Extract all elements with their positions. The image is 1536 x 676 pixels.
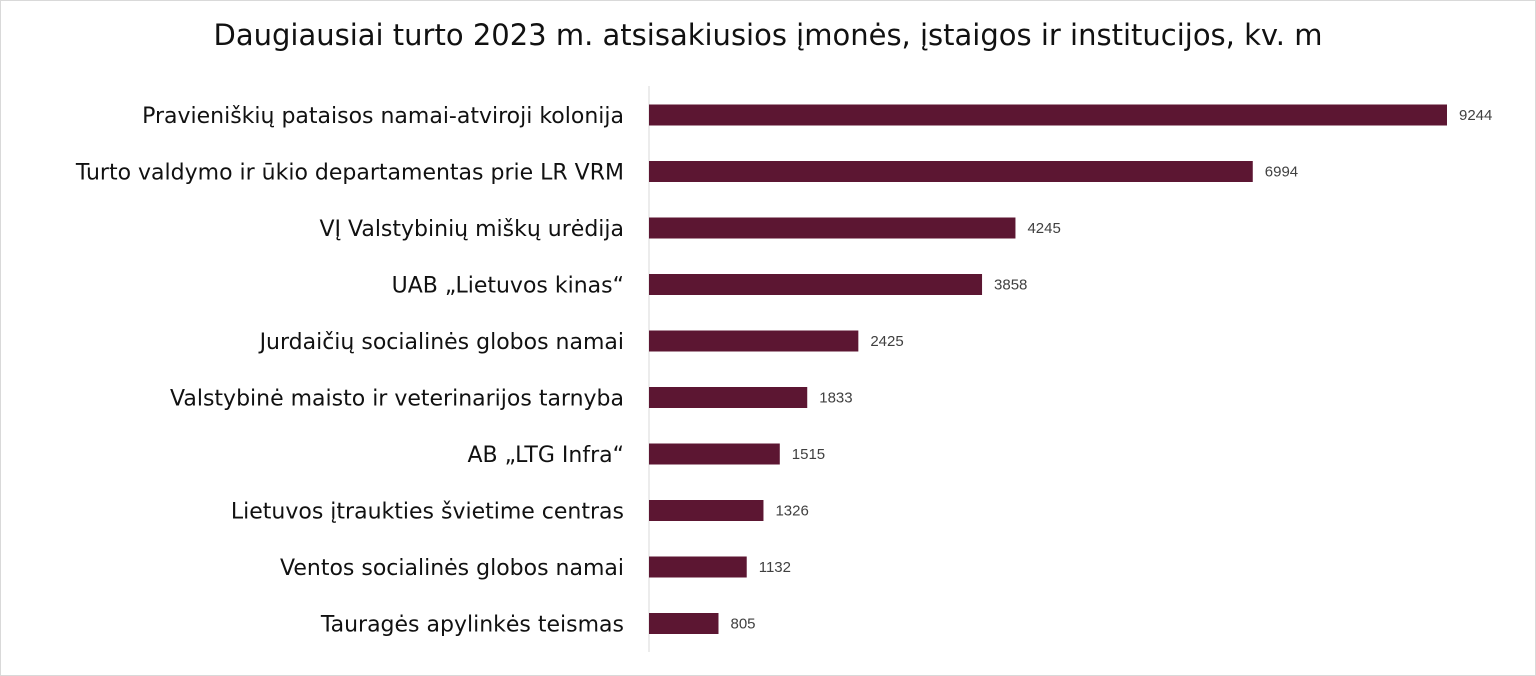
- category-label: Turto valdymo ir ūkio departamentas prie…: [75, 161, 624, 186]
- category-label: AB „LTG Infra“: [467, 443, 624, 468]
- chart-title: Daugiausiai turto 2023 m. atsisakiusios …: [213, 18, 1323, 52]
- category-label: Tauragės apylinkės teismas: [320, 613, 624, 638]
- category-label: VĮ Valstybinių miškų urėdija: [319, 217, 624, 242]
- bar: [649, 387, 808, 408]
- value-label: 6994: [1265, 164, 1298, 181]
- bars-group: [649, 104, 1447, 634]
- value-label: 805: [730, 616, 755, 633]
- category-label: Valstybinė maisto ir veterinarijos tarny…: [170, 387, 624, 412]
- bar: [649, 161, 1253, 182]
- category-labels-group: Pravieniškių pataisos namai-atviroji kol…: [75, 104, 624, 638]
- category-label: Ventos socialinės globos namai: [280, 556, 624, 581]
- bar: [649, 330, 859, 352]
- bar: [649, 274, 983, 295]
- category-label: Lietuvos įtraukties švietime centras: [231, 500, 624, 525]
- value-label: 4245: [1027, 220, 1060, 237]
- value-label: 1515: [792, 446, 825, 463]
- bar: [649, 500, 764, 521]
- bar: [649, 217, 1016, 239]
- bar: [649, 104, 1447, 126]
- value-label: 1132: [759, 559, 791, 576]
- category-label: Jurdaičių socialinės globos namai: [258, 330, 624, 355]
- value-label: 1833: [819, 390, 852, 407]
- bar: [649, 556, 747, 578]
- bar: [649, 443, 780, 465]
- category-label: Pravieniškių pataisos namai-atviroji kol…: [142, 104, 624, 129]
- value-label: 9244: [1459, 107, 1492, 124]
- category-label: UAB „Lietuvos kinas“: [392, 274, 624, 299]
- value-label: 2425: [870, 333, 903, 350]
- value-label: 3858: [994, 277, 1027, 294]
- value-label: 1326: [775, 503, 808, 520]
- value-labels-group: 9244 6994 4245 3858 2425 1833 1515 1326 1132 805: [730, 107, 1492, 633]
- bar: [649, 613, 719, 634]
